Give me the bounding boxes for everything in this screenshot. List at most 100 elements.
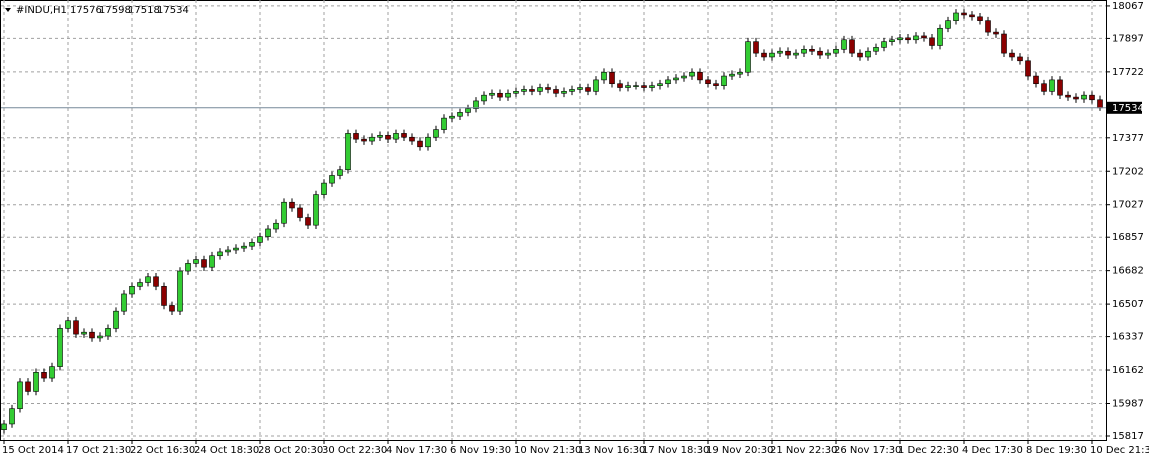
candle-body bbox=[681, 75, 687, 79]
candle-body bbox=[1065, 94, 1071, 98]
x-tick-label: 10 Dec 21:30 bbox=[1090, 445, 1149, 456]
candle-body bbox=[873, 47, 879, 52]
candle-body bbox=[393, 133, 399, 140]
candle-body bbox=[969, 14, 975, 18]
candle-body bbox=[337, 169, 343, 176]
x-tick-label: 28 Oct 20:30 bbox=[258, 445, 323, 456]
candle-body bbox=[753, 41, 759, 54]
y-tick-label: 17722 bbox=[1112, 67, 1144, 78]
candle-body bbox=[817, 50, 823, 56]
candle-body bbox=[217, 251, 223, 257]
candle-body bbox=[1001, 33, 1007, 54]
candle-body bbox=[89, 331, 95, 339]
candle-body bbox=[953, 12, 959, 21]
candle-body bbox=[985, 20, 991, 33]
candle-body bbox=[377, 135, 383, 138]
candle-body bbox=[769, 52, 775, 58]
candle-body bbox=[745, 41, 751, 73]
y-tick-label: 16682 bbox=[1112, 266, 1144, 277]
candle-body bbox=[929, 37, 935, 46]
candle-body bbox=[385, 135, 391, 140]
candle-body bbox=[617, 83, 623, 88]
candle-body bbox=[353, 133, 359, 140]
candle-body bbox=[977, 16, 983, 21]
candle-body bbox=[777, 50, 783, 54]
candle-body bbox=[529, 89, 535, 92]
candle-body bbox=[249, 242, 255, 247]
candle-body bbox=[961, 12, 967, 16]
candle-body bbox=[289, 201, 295, 209]
candle-body bbox=[265, 228, 271, 237]
candle-body bbox=[169, 305, 175, 312]
candle-body bbox=[41, 372, 47, 379]
y-tick-label: 17202 bbox=[1112, 166, 1144, 177]
x-tick-label: 1 Dec 22:30 bbox=[898, 445, 959, 456]
candle-body bbox=[121, 293, 127, 312]
y-tick-label: 16857 bbox=[1112, 232, 1144, 243]
candle-body bbox=[737, 71, 743, 75]
x-tick-label: 13 Nov 16:30 bbox=[578, 445, 645, 456]
candle-body bbox=[593, 79, 599, 92]
candle-body bbox=[457, 112, 463, 117]
candle-body bbox=[161, 286, 167, 306]
x-tick-label: 26 Nov 17:30 bbox=[834, 445, 901, 456]
candle-body bbox=[1009, 52, 1015, 58]
candle-body bbox=[33, 372, 39, 392]
candle-body bbox=[257, 236, 263, 243]
x-tick-label: 30 Oct 22:30 bbox=[322, 445, 387, 456]
candle-body bbox=[201, 259, 207, 268]
candle-body bbox=[129, 286, 135, 295]
candle-body bbox=[281, 201, 287, 224]
y-tick-label: 16162 bbox=[1112, 365, 1144, 376]
candle-body bbox=[569, 89, 575, 92]
candle-body bbox=[97, 335, 103, 339]
ohlc-close: 17534 bbox=[157, 5, 189, 16]
candle-body bbox=[145, 276, 151, 283]
candle-body bbox=[809, 49, 815, 52]
y-tick-label: 17897 bbox=[1112, 33, 1144, 44]
candle-body bbox=[1033, 75, 1039, 85]
candle-body bbox=[401, 133, 407, 138]
candle-body bbox=[1041, 83, 1047, 92]
x-tick-label: 10 Nov 21:30 bbox=[514, 445, 581, 456]
candle-body bbox=[1073, 96, 1079, 100]
chart-title: #INDU,H1 bbox=[16, 5, 67, 16]
candle-body bbox=[305, 217, 311, 226]
x-tick-label: 6 Nov 19:30 bbox=[450, 445, 511, 456]
y-tick-label: 16507 bbox=[1112, 299, 1144, 310]
candle-body bbox=[417, 140, 423, 148]
candle-body bbox=[1017, 56, 1023, 62]
candle-body bbox=[153, 276, 159, 287]
candle-body bbox=[481, 94, 487, 102]
candle-body bbox=[537, 87, 543, 92]
candle-body bbox=[433, 129, 439, 138]
candle-body bbox=[641, 85, 647, 88]
candle-body bbox=[329, 175, 335, 184]
candle-body bbox=[521, 89, 527, 92]
candle-body bbox=[881, 41, 887, 48]
y-tick-label: 18067 bbox=[1112, 1, 1144, 12]
candle-body bbox=[1089, 94, 1095, 101]
y-tick-label: 17027 bbox=[1112, 200, 1144, 211]
candle-body bbox=[601, 71, 607, 81]
candle-body bbox=[921, 35, 927, 39]
candle-body bbox=[1057, 79, 1063, 96]
current-price-label: 17534 bbox=[1112, 103, 1144, 114]
candle-body bbox=[833, 49, 839, 54]
x-tick-label: 8 Dec 19:30 bbox=[1026, 445, 1087, 456]
candle-body bbox=[65, 320, 71, 329]
candle-body bbox=[225, 249, 231, 253]
candle-body bbox=[273, 222, 279, 230]
candle-body bbox=[665, 79, 671, 85]
x-tick-label: 15 Oct 2014 bbox=[2, 445, 64, 456]
x-tick-label: 19 Nov 20:30 bbox=[706, 445, 773, 456]
candle-body bbox=[441, 117, 447, 130]
y-tick-label: 15817 bbox=[1112, 431, 1144, 442]
candle-body bbox=[241, 245, 247, 249]
candle-body bbox=[993, 31, 999, 35]
candle-body bbox=[849, 39, 855, 54]
candle-body bbox=[913, 35, 919, 41]
candle-body bbox=[937, 27, 943, 46]
candle-body bbox=[729, 73, 735, 77]
